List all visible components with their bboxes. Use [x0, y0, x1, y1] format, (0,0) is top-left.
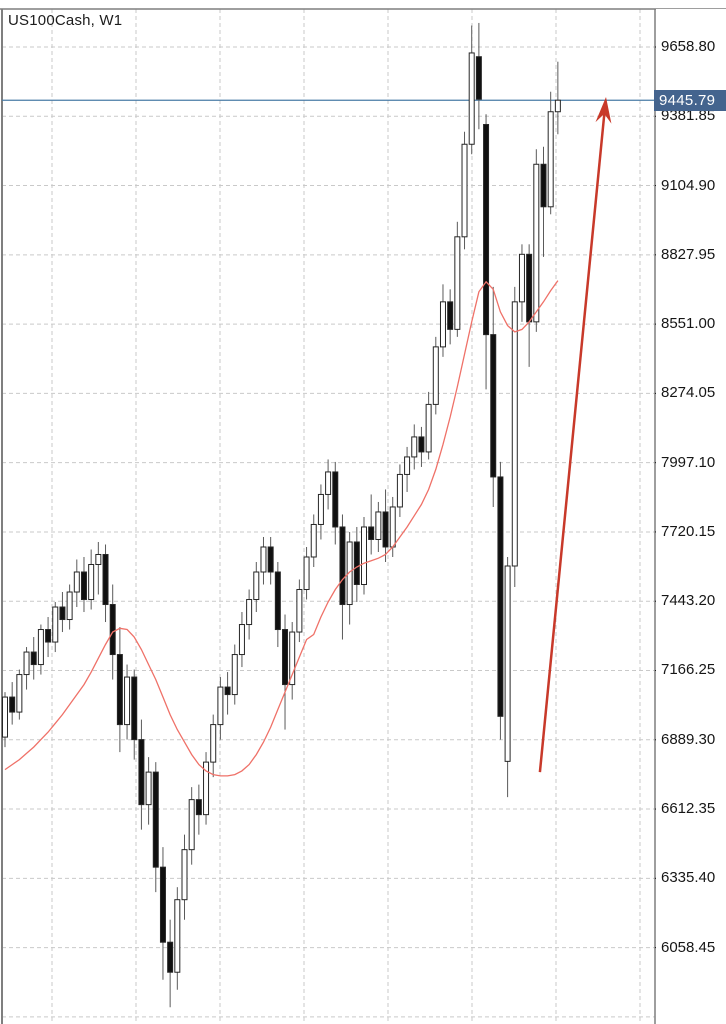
chart-symbol-title: US100Cash, W1	[8, 12, 123, 29]
price-tick-label: 6889.30	[661, 730, 716, 748]
price-axis[interactable]: 9658.80 9381.85 9104.90 8827.95 8551.00 8274.…	[656, 9, 726, 1024]
price-tick-label: 6058.45	[661, 938, 716, 956]
price-tick-label: 6612.35	[661, 800, 716, 818]
price-tick-label: 7443.20	[661, 592, 716, 610]
price-tick-label: 6335.40	[661, 869, 716, 887]
current-price-badge: 9445.79	[654, 89, 726, 111]
price-tick-label: 9104.90	[661, 176, 716, 194]
price-tick-label: 7720.15	[661, 522, 716, 540]
price-tick-label: 9658.80	[661, 38, 716, 55]
price-tick-label: 8551.00	[661, 315, 716, 333]
price-tick-label: 7166.25	[661, 661, 716, 679]
price-tick-label: 7997.10	[661, 453, 716, 471]
price-tick-label: 8827.95	[661, 245, 716, 263]
price-tick-label: 9381.85	[661, 107, 716, 125]
price-tick-label: 8274.05	[661, 384, 716, 402]
